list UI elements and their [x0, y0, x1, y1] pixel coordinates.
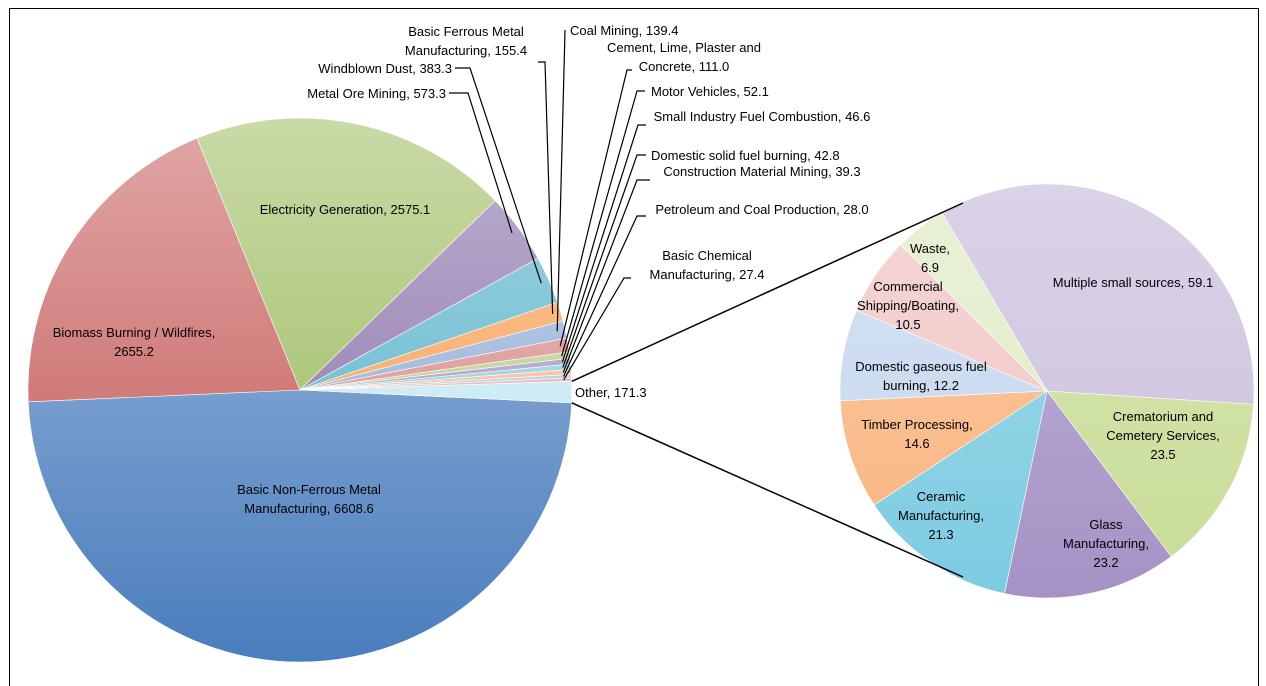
pie-slice [1004, 390, 1172, 599]
slice-value: 171.3 [607, 385, 647, 400]
slice-value: 46.6 [838, 109, 871, 124]
pie-slice [941, 183, 1255, 405]
slice-value: 6608.6 [327, 501, 374, 516]
slice-value: 27.4 [732, 267, 765, 282]
slice-value: 28.0 [836, 202, 869, 217]
slice-category: Coal Mining [570, 23, 639, 38]
slice-label: Biomass Burning / Wildfires2655.2 [39, 323, 229, 361]
slice-category: Windblown Dust [318, 61, 413, 76]
pie-slice [27, 137, 301, 403]
slice-category: Basic Non-Ferrous Metal Manufacturing [237, 482, 381, 516]
leader-line [538, 61, 554, 314]
slice-category: Crematorium and Cemetery Services [1106, 409, 1217, 443]
slice-label: Domestic solid fuel burning42.8 [651, 146, 911, 165]
slice-value: 42.8 [807, 148, 840, 163]
slice-label: Electricity Generation2575.1 [225, 200, 465, 219]
pie-slice [299, 380, 573, 404]
slice-value: 12.2 [926, 378, 959, 393]
slice-label: Coal Mining139.4 [570, 21, 770, 40]
leader-line [559, 69, 632, 347]
leader-line [455, 67, 542, 284]
connector-line [571, 202, 964, 382]
slice-category: Domestic solid fuel burning [651, 148, 808, 163]
slice-category: Basic Chemical Manufacturing [649, 248, 752, 282]
slice-category: Metal Ore Mining [307, 86, 407, 101]
pie-slice [839, 390, 1049, 506]
leader-line [563, 277, 631, 381]
slice-label: Cement, Lime, Plaster and Concrete111.0 [584, 38, 784, 76]
slice-label: Metal Ore Mining573.3 [226, 84, 446, 103]
slice-category: Glass Manufacturing [1062, 517, 1146, 551]
slice-label: Timber Processing14.6 [852, 415, 982, 453]
leader-line [556, 30, 566, 332]
slice-label: Construction Material Mining39.3 [660, 162, 865, 181]
slice-category: Small Industry Fuel Combustion [653, 109, 838, 124]
slice-category: Ceramic Manufacturing [897, 489, 981, 523]
chart-frame [9, 8, 1259, 686]
slice-value: 59.1 [1181, 275, 1214, 290]
slice-label: Domestic gaseous fuel burning12.2 [846, 357, 996, 395]
slice-category: Basic Ferrous Metal Manufacturing [404, 24, 524, 58]
connector-line [571, 402, 964, 578]
slice-category: Cement, Lime, Plaster and Concrete [607, 40, 761, 74]
slice-value: 383.3 [412, 61, 452, 76]
slice-label: Motor Vehicles52.1 [651, 82, 851, 101]
slice-label: Small Industry Fuel Combustion46.6 [650, 107, 875, 126]
slice-category: Timber Processing [861, 417, 970, 432]
pie-slice [196, 117, 496, 391]
pie-slice [1046, 390, 1254, 557]
slice-label: Windblown Dust383.3 [232, 59, 452, 78]
leader-line [561, 124, 646, 363]
slice-label: Crematorium and Cemetery Services23.5 [1093, 407, 1233, 464]
slice-label: Basic Ferrous Metal Manufacturing155.4 [391, 22, 541, 60]
slice-value: 111.0 [691, 59, 729, 74]
leader-line [561, 90, 645, 357]
slice-category: Electricity Generation [259, 202, 384, 217]
slice-label: Commercial Shipping/Boating10.5 [843, 277, 973, 334]
slice-category: Biomass Burning / Wildfires [52, 325, 212, 340]
slice-label: Basic Chemical Manufacturing27.4 [632, 246, 782, 284]
slice-category: Domestic gaseous fuel burning [855, 359, 987, 393]
slice-category: Petroleum and Coal Production [655, 202, 837, 217]
slice-value: 139.4 [639, 23, 679, 38]
slice-label: Multiple small sources59.1 [1023, 273, 1243, 292]
slice-category: Multiple small sources [1052, 275, 1181, 290]
slice-label: Ceramic Manufacturing21.3 [894, 487, 989, 544]
leader-line [449, 92, 513, 234]
slice-value: 2575.1 [383, 202, 430, 217]
slice-value: 39.3 [828, 164, 861, 179]
slice-label: Waste6.9 [906, 239, 954, 277]
slice-category: Construction Material Mining [663, 164, 829, 179]
leader-line [562, 179, 650, 373]
slice-label: Petroleum and Coal Production28.0 [655, 200, 870, 219]
leader-line [562, 215, 646, 377]
slice-category: Motor Vehicles [651, 84, 737, 99]
slice-label: Glass Manufacturing23.2 [1059, 515, 1154, 572]
pie-slice [27, 389, 573, 663]
slice-label: Basic Non-Ferrous Metal Manufacturing660… [204, 480, 414, 518]
slice-value: 573.3 [406, 86, 446, 101]
slice-value: 155.4 [487, 43, 527, 58]
slice-category: Other [575, 385, 607, 400]
leader-line [562, 154, 646, 368]
slice-label: Other171.3 [575, 383, 695, 402]
slice-category: Commercial Shipping/Boating [857, 279, 956, 313]
slice-category: Waste [910, 241, 947, 256]
slice-value: 52.1 [736, 84, 769, 99]
